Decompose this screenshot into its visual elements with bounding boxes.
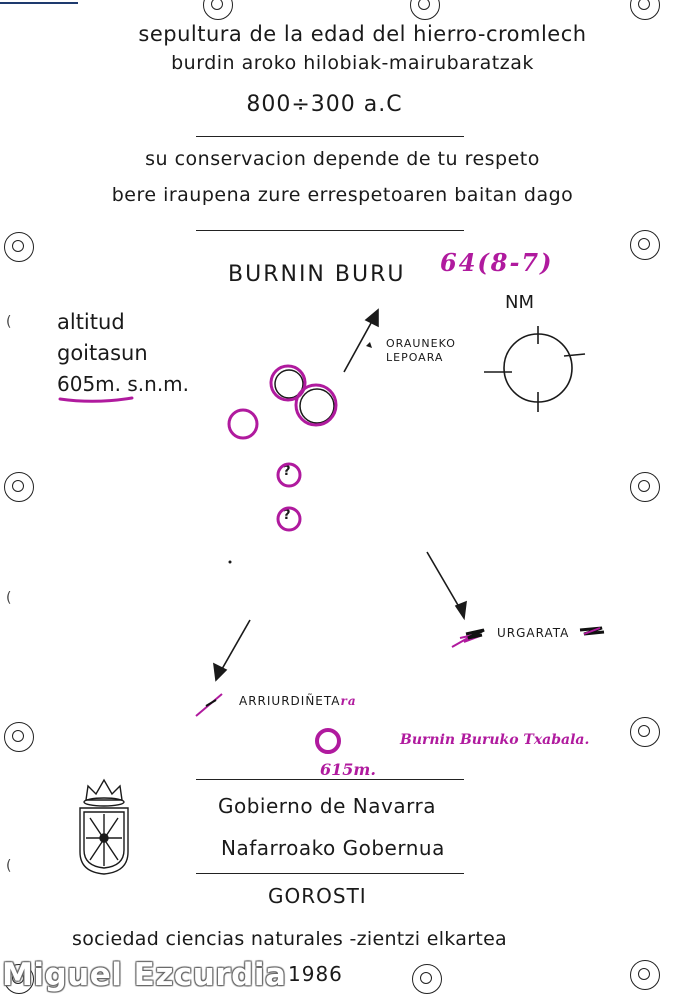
edge-mark: ( <box>6 314 12 330</box>
north-compass-icon <box>484 326 586 412</box>
arriurdineta-suffix: ra <box>340 694 357 708</box>
arrow-icon <box>343 308 379 373</box>
cromlech-circle-icon <box>294 383 338 427</box>
top-edge-mark <box>0 2 78 4</box>
divider <box>196 136 464 137</box>
cromlech-circle-icon <box>269 364 307 402</box>
lepoara-label: LEPOARA <box>386 351 444 364</box>
unknown-marker-1: ? <box>283 464 291 479</box>
arriurdineta-text: ARRIURDIÑETA <box>239 694 341 708</box>
cromlech-circle-icon <box>276 462 302 488</box>
divider <box>196 779 464 780</box>
north-label: NM <box>505 292 534 313</box>
government-es: Gobierno de Navarra <box>218 794 436 818</box>
edge-mark: ( <box>6 858 12 874</box>
cromlech-circle-icon <box>227 408 259 440</box>
altitude-value: 605m. s.n.m. <box>57 372 190 396</box>
altitude-underline <box>58 396 134 403</box>
binder-hole-icon <box>4 472 34 502</box>
binder-hole-icon <box>412 964 442 994</box>
watermark: Miguel Ezcurdia <box>2 957 287 993</box>
date-range: 800÷300 a.C <box>246 92 403 117</box>
navarra-coat-of-arms-icon <box>79 778 129 875</box>
society-name: GOROSTI <box>268 884 367 908</box>
binder-hole-icon <box>4 232 34 262</box>
altitude-label-es: altitud <box>57 310 125 334</box>
title-line-eu: burdin aroko hilobiak-mairubaratzak <box>171 52 534 74</box>
divider <box>196 873 464 874</box>
unknown-marker-2: ? <box>283 508 291 523</box>
arriurdineta-scribble-dark <box>205 699 217 707</box>
txabala-altitude: 615m. <box>320 760 376 779</box>
edge-mark: ( <box>6 590 12 606</box>
cromlech-circle-icon <box>276 506 302 532</box>
divider <box>196 230 464 231</box>
binder-hole-icon <box>630 717 660 747</box>
orauneko-label: ORAUNEKO <box>386 337 456 350</box>
title-line-es: sepultura de la edad del hierro-cromlech <box>138 22 587 46</box>
cromlech-circle-icon <box>315 728 341 754</box>
arrow-icon <box>213 619 251 682</box>
binder-hole-icon <box>630 230 660 260</box>
binder-hole-icon <box>4 722 34 752</box>
altitude-label-eu: goitasun <box>57 341 148 365</box>
society-description: sociedad ciencias naturales -zientzi elk… <box>72 928 507 950</box>
arriurdineta-label: ARRIURDIÑETAra <box>239 694 357 708</box>
orauneko-dot <box>366 342 372 348</box>
handwritten-code: 64(8-7) <box>440 248 554 277</box>
urgarata-scribble-dark <box>465 628 485 640</box>
year: 1986 <box>288 962 343 986</box>
urgarata-label: URGARATA <box>497 626 570 640</box>
site-name: BURNIN BURU <box>228 262 406 287</box>
respect-text-eu: bere iraupena zure errespetoaren baitan … <box>111 184 574 206</box>
urgarata-end-scribble-mag <box>583 627 601 635</box>
respect-text-es: su conservacion depende de tu respeto <box>145 148 540 170</box>
arrow-icon <box>426 551 467 621</box>
binder-hole-icon <box>4 964 34 994</box>
binder-hole-icon <box>630 960 660 990</box>
stray-dot <box>228 560 232 564</box>
txabala-label: Burnin Buruko Txabala. <box>400 732 590 748</box>
binder-hole-icon <box>630 472 660 502</box>
government-eu: Nafarroako Gobernua <box>221 836 445 860</box>
